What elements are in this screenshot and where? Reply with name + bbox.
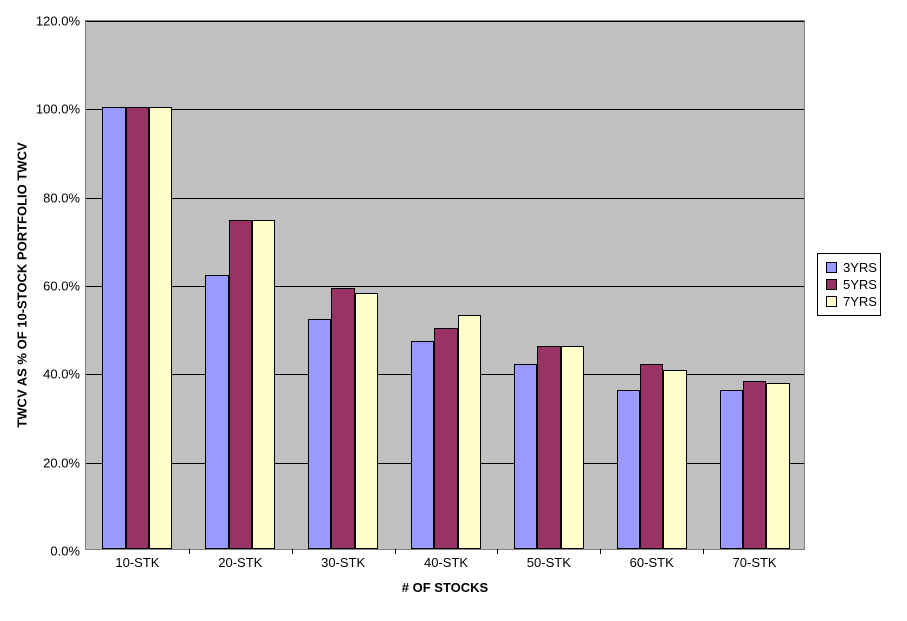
x-tick-label: 50-STK xyxy=(527,549,571,570)
gridline xyxy=(86,109,804,110)
bar xyxy=(411,341,434,549)
legend-label: 3YRS xyxy=(843,260,877,275)
bar xyxy=(126,107,149,549)
x-tick-label: 70-STK xyxy=(733,549,777,570)
y-axis-label: TWCV AS % OF 10-STOCK PORTFOLIO TWCV xyxy=(15,142,30,427)
x-tick-mark xyxy=(395,549,396,554)
y-tick-label: 120.0% xyxy=(36,14,86,29)
x-tick-mark xyxy=(189,549,190,554)
x-tick-label: 60-STK xyxy=(630,549,674,570)
bar xyxy=(743,381,766,549)
bar xyxy=(205,275,228,549)
gridline xyxy=(86,21,804,22)
legend-swatch xyxy=(826,296,837,307)
y-tick-label: 80.0% xyxy=(43,190,86,205)
legend-label: 7YRS xyxy=(843,294,877,309)
legend-item: 3YRS xyxy=(826,260,872,275)
bar xyxy=(252,220,275,549)
gridline xyxy=(86,286,804,287)
x-tick-mark xyxy=(600,549,601,554)
bar xyxy=(720,390,743,549)
bar xyxy=(537,346,560,549)
x-tick-label: 40-STK xyxy=(424,549,468,570)
bar xyxy=(149,107,172,549)
x-tick-mark xyxy=(703,549,704,554)
bar xyxy=(355,293,378,549)
y-tick-label: 40.0% xyxy=(43,367,86,382)
x-axis-label: # OF STOCKS xyxy=(402,580,488,595)
bar xyxy=(640,364,663,550)
x-tick-label: 30-STK xyxy=(321,549,365,570)
bar xyxy=(617,390,640,549)
bar xyxy=(663,370,686,549)
x-tick-label: 20-STK xyxy=(218,549,262,570)
bar xyxy=(434,328,457,549)
legend-item: 5YRS xyxy=(826,277,872,292)
y-tick-label: 20.0% xyxy=(43,455,86,470)
legend-swatch xyxy=(826,279,837,290)
bar xyxy=(229,220,252,549)
legend-item: 7YRS xyxy=(826,294,872,309)
bar xyxy=(308,319,331,549)
y-tick-label: 0.0% xyxy=(50,544,86,559)
x-tick-label: 10-STK xyxy=(115,549,159,570)
y-tick-label: 100.0% xyxy=(36,102,86,117)
plot-area: 0.0%20.0%40.0%60.0%80.0%100.0%120.0%10-S… xyxy=(85,20,805,550)
x-tick-mark xyxy=(292,549,293,554)
bar xyxy=(514,364,537,550)
legend-label: 5YRS xyxy=(843,277,877,292)
bar xyxy=(561,346,584,549)
gridline xyxy=(86,198,804,199)
x-tick-mark xyxy=(497,549,498,554)
y-tick-label: 60.0% xyxy=(43,279,86,294)
bar xyxy=(766,383,789,549)
legend: 3YRS 5YRS 7YRS xyxy=(817,253,881,316)
chart-frame: 0.0% 20.0% 40.0% 60.0% 80.0% 100.0% 120.0% 10-S… xyxy=(0,0,907,621)
bar xyxy=(102,107,125,549)
bar xyxy=(331,288,354,549)
legend-swatch xyxy=(826,262,837,273)
bar xyxy=(458,315,481,549)
